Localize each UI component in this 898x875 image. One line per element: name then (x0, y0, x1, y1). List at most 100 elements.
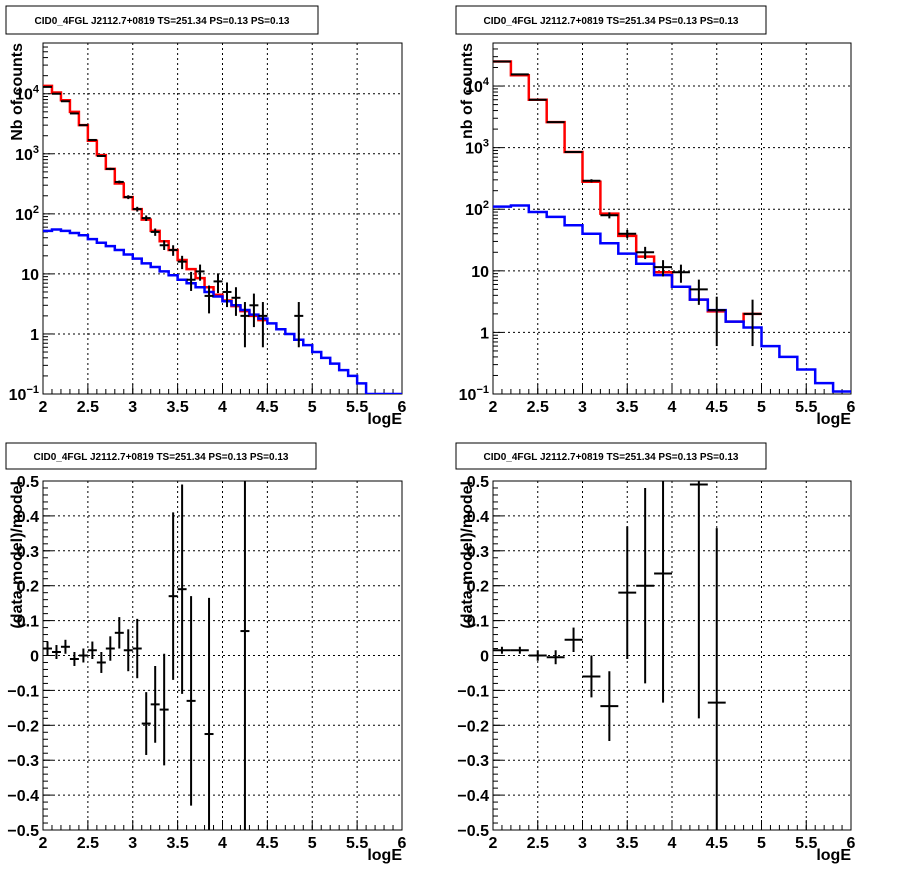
data-point (689, 279, 708, 305)
data-point (159, 240, 169, 251)
data-point (564, 150, 583, 153)
data-point (186, 271, 196, 291)
plot-title: CID0_4FGL J2112.7+0819 TS=251.34 PS=0.13… (455, 442, 767, 470)
x-tick-label: 2.5 (77, 399, 99, 416)
data-point (123, 629, 133, 672)
y-tick-label: 0.2 (17, 579, 39, 596)
data-point (60, 639, 70, 654)
data-point (168, 245, 178, 256)
data-point (654, 481, 672, 703)
x-tick-label: 4 (218, 399, 227, 416)
x-tick-label: 6 (398, 399, 407, 416)
x-tick-label: 3 (128, 399, 137, 416)
x-tick-label: 5 (308, 835, 317, 852)
data-point (114, 180, 124, 184)
data-point (177, 484, 187, 694)
data-point (654, 260, 672, 277)
x-tick-label: 2.5 (527, 399, 549, 416)
x-tick-label: 6 (847, 399, 856, 416)
x-tick-label: 2 (489, 399, 498, 416)
y-tick-exponent: 3 (33, 144, 39, 156)
y-tick-label: −0.3 (457, 753, 489, 770)
y-tick-label: −0.2 (7, 718, 39, 735)
data-point (600, 212, 619, 219)
y-tick-label: −0.2 (457, 718, 489, 735)
data-point (564, 627, 583, 653)
y-tick-label: 0 (30, 649, 39, 666)
data-point (105, 636, 115, 661)
y-tick-label: −0.3 (7, 753, 39, 770)
data-point (87, 138, 97, 141)
y-tick-exponent: 4 (483, 76, 490, 88)
data-point (51, 92, 61, 95)
data-point (150, 665, 160, 743)
data-point (159, 653, 169, 766)
y-tick-label: 10−1 (459, 384, 489, 404)
plot-title: CID0_4FGL J2112.7+0819 TS=251.34 PS=0.13… (5, 442, 317, 470)
data-point (78, 124, 88, 127)
y-tick-label: −0.4 (7, 788, 39, 805)
x-tick-label: 4.5 (706, 835, 728, 852)
x-tick-label: 3.5 (616, 399, 638, 416)
x-axis-label: logE (367, 847, 402, 864)
y-tick-label: 0.3 (467, 544, 489, 561)
x-axis-label: logE (816, 847, 851, 864)
data-point (105, 167, 115, 171)
y-tick-base: 10 (465, 79, 483, 96)
data-point (258, 302, 268, 348)
data-point (96, 652, 106, 673)
data-point (689, 481, 708, 719)
x-tick-label: 3 (578, 835, 587, 852)
x-tick-label: 3.5 (167, 835, 189, 852)
data-point (546, 121, 565, 124)
x-tick-label: 5.5 (346, 399, 368, 416)
title-box (5, 442, 317, 470)
x-tick-label: 4 (668, 399, 677, 416)
y-tick-label: 0.1 (17, 614, 39, 631)
x-tick-label: 5 (757, 399, 766, 416)
y-tick-label: 102 (465, 199, 489, 219)
y-tick-exponent: −1 (26, 384, 39, 396)
y-tick-label: 0.5 (17, 474, 39, 491)
data-point (87, 641, 97, 659)
y-tick-label: 104 (15, 84, 40, 104)
x-tick-label: 4.5 (256, 835, 278, 852)
title-text: CID0_4FGL J2112.7+0819 TS=251.34 PS=0.13… (33, 452, 288, 463)
data-point (672, 264, 690, 283)
data-point (204, 285, 214, 314)
title-text: CID0_4FGL J2112.7+0819 TS=251.34 PS=0.13… (34, 16, 289, 27)
title-box (5, 5, 319, 35)
y-tick-label: 104 (465, 76, 490, 96)
data-point (636, 246, 655, 260)
x-tick-label: 2 (489, 835, 498, 852)
x-tick-label: 2.5 (527, 835, 549, 852)
y-tick-label: 0.3 (17, 544, 39, 561)
y-tick-label: 10−1 (9, 384, 39, 404)
data-point (707, 296, 726, 347)
data-point (600, 671, 619, 742)
y-tick-base: 10 (465, 202, 483, 219)
x-tick-label: 4 (668, 835, 677, 852)
data-point (141, 215, 151, 222)
data-point (69, 112, 79, 115)
y-tick-label: 103 (15, 144, 39, 164)
data-point (168, 512, 178, 680)
data-point (582, 179, 601, 183)
x-tick-label: 6 (398, 835, 407, 852)
y-axis-label: Nb of counts (9, 43, 26, 141)
data-point (213, 273, 223, 294)
data-point (618, 230, 637, 239)
data-point (231, 287, 241, 316)
data-point (195, 264, 205, 281)
x-tick-label: 6 (847, 835, 856, 852)
panel-1: CID0_4FGL J2112.7+0819 TS=251.34 PS=0.13… (5, 5, 407, 428)
y-tick-label: 0 (480, 649, 489, 666)
y-tick-label: −0.5 (7, 823, 39, 840)
x-tick-label: 5.5 (346, 835, 368, 852)
data-point (177, 255, 187, 270)
y-tick-exponent: 3 (483, 138, 489, 150)
y-tick-label: 10 (21, 267, 39, 284)
y-tick-label: 0.5 (467, 474, 489, 491)
y-tick-label: −0.4 (457, 788, 489, 805)
y-tick-label: 0.4 (467, 509, 489, 526)
